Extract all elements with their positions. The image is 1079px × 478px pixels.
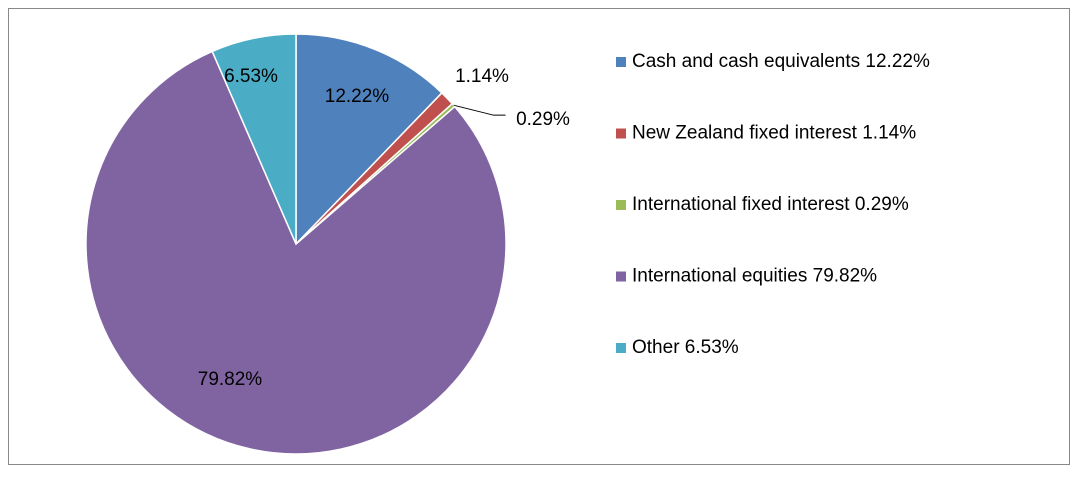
pie-slice — [211, 33, 297, 245]
data-label: 1.14% — [455, 66, 509, 87]
legend-swatch — [616, 271, 626, 282]
data-label: 6.53% — [224, 66, 278, 87]
legend-label: Other 6.53% — [632, 337, 739, 358]
legend-swatch — [616, 57, 626, 67]
legend-label: International equities 79.82% — [632, 266, 877, 287]
legend-label: Cash and cash equivalents 12.22% — [632, 51, 930, 72]
pie-slice — [85, 50, 507, 455]
data-label: 79.82% — [198, 369, 263, 390]
legend-swatch — [616, 128, 626, 139]
legend-swatch — [616, 200, 626, 210]
data-label: 0.29% — [516, 109, 570, 130]
data-label: 12.22% — [325, 86, 390, 107]
leader-line — [453, 104, 506, 116]
legend-label: New Zealand fixed interest 1.14% — [632, 123, 916, 144]
legend-swatch — [616, 343, 626, 353]
legend-label: International fixed interest 0.29% — [632, 194, 909, 215]
pie-slice — [295, 33, 443, 246]
